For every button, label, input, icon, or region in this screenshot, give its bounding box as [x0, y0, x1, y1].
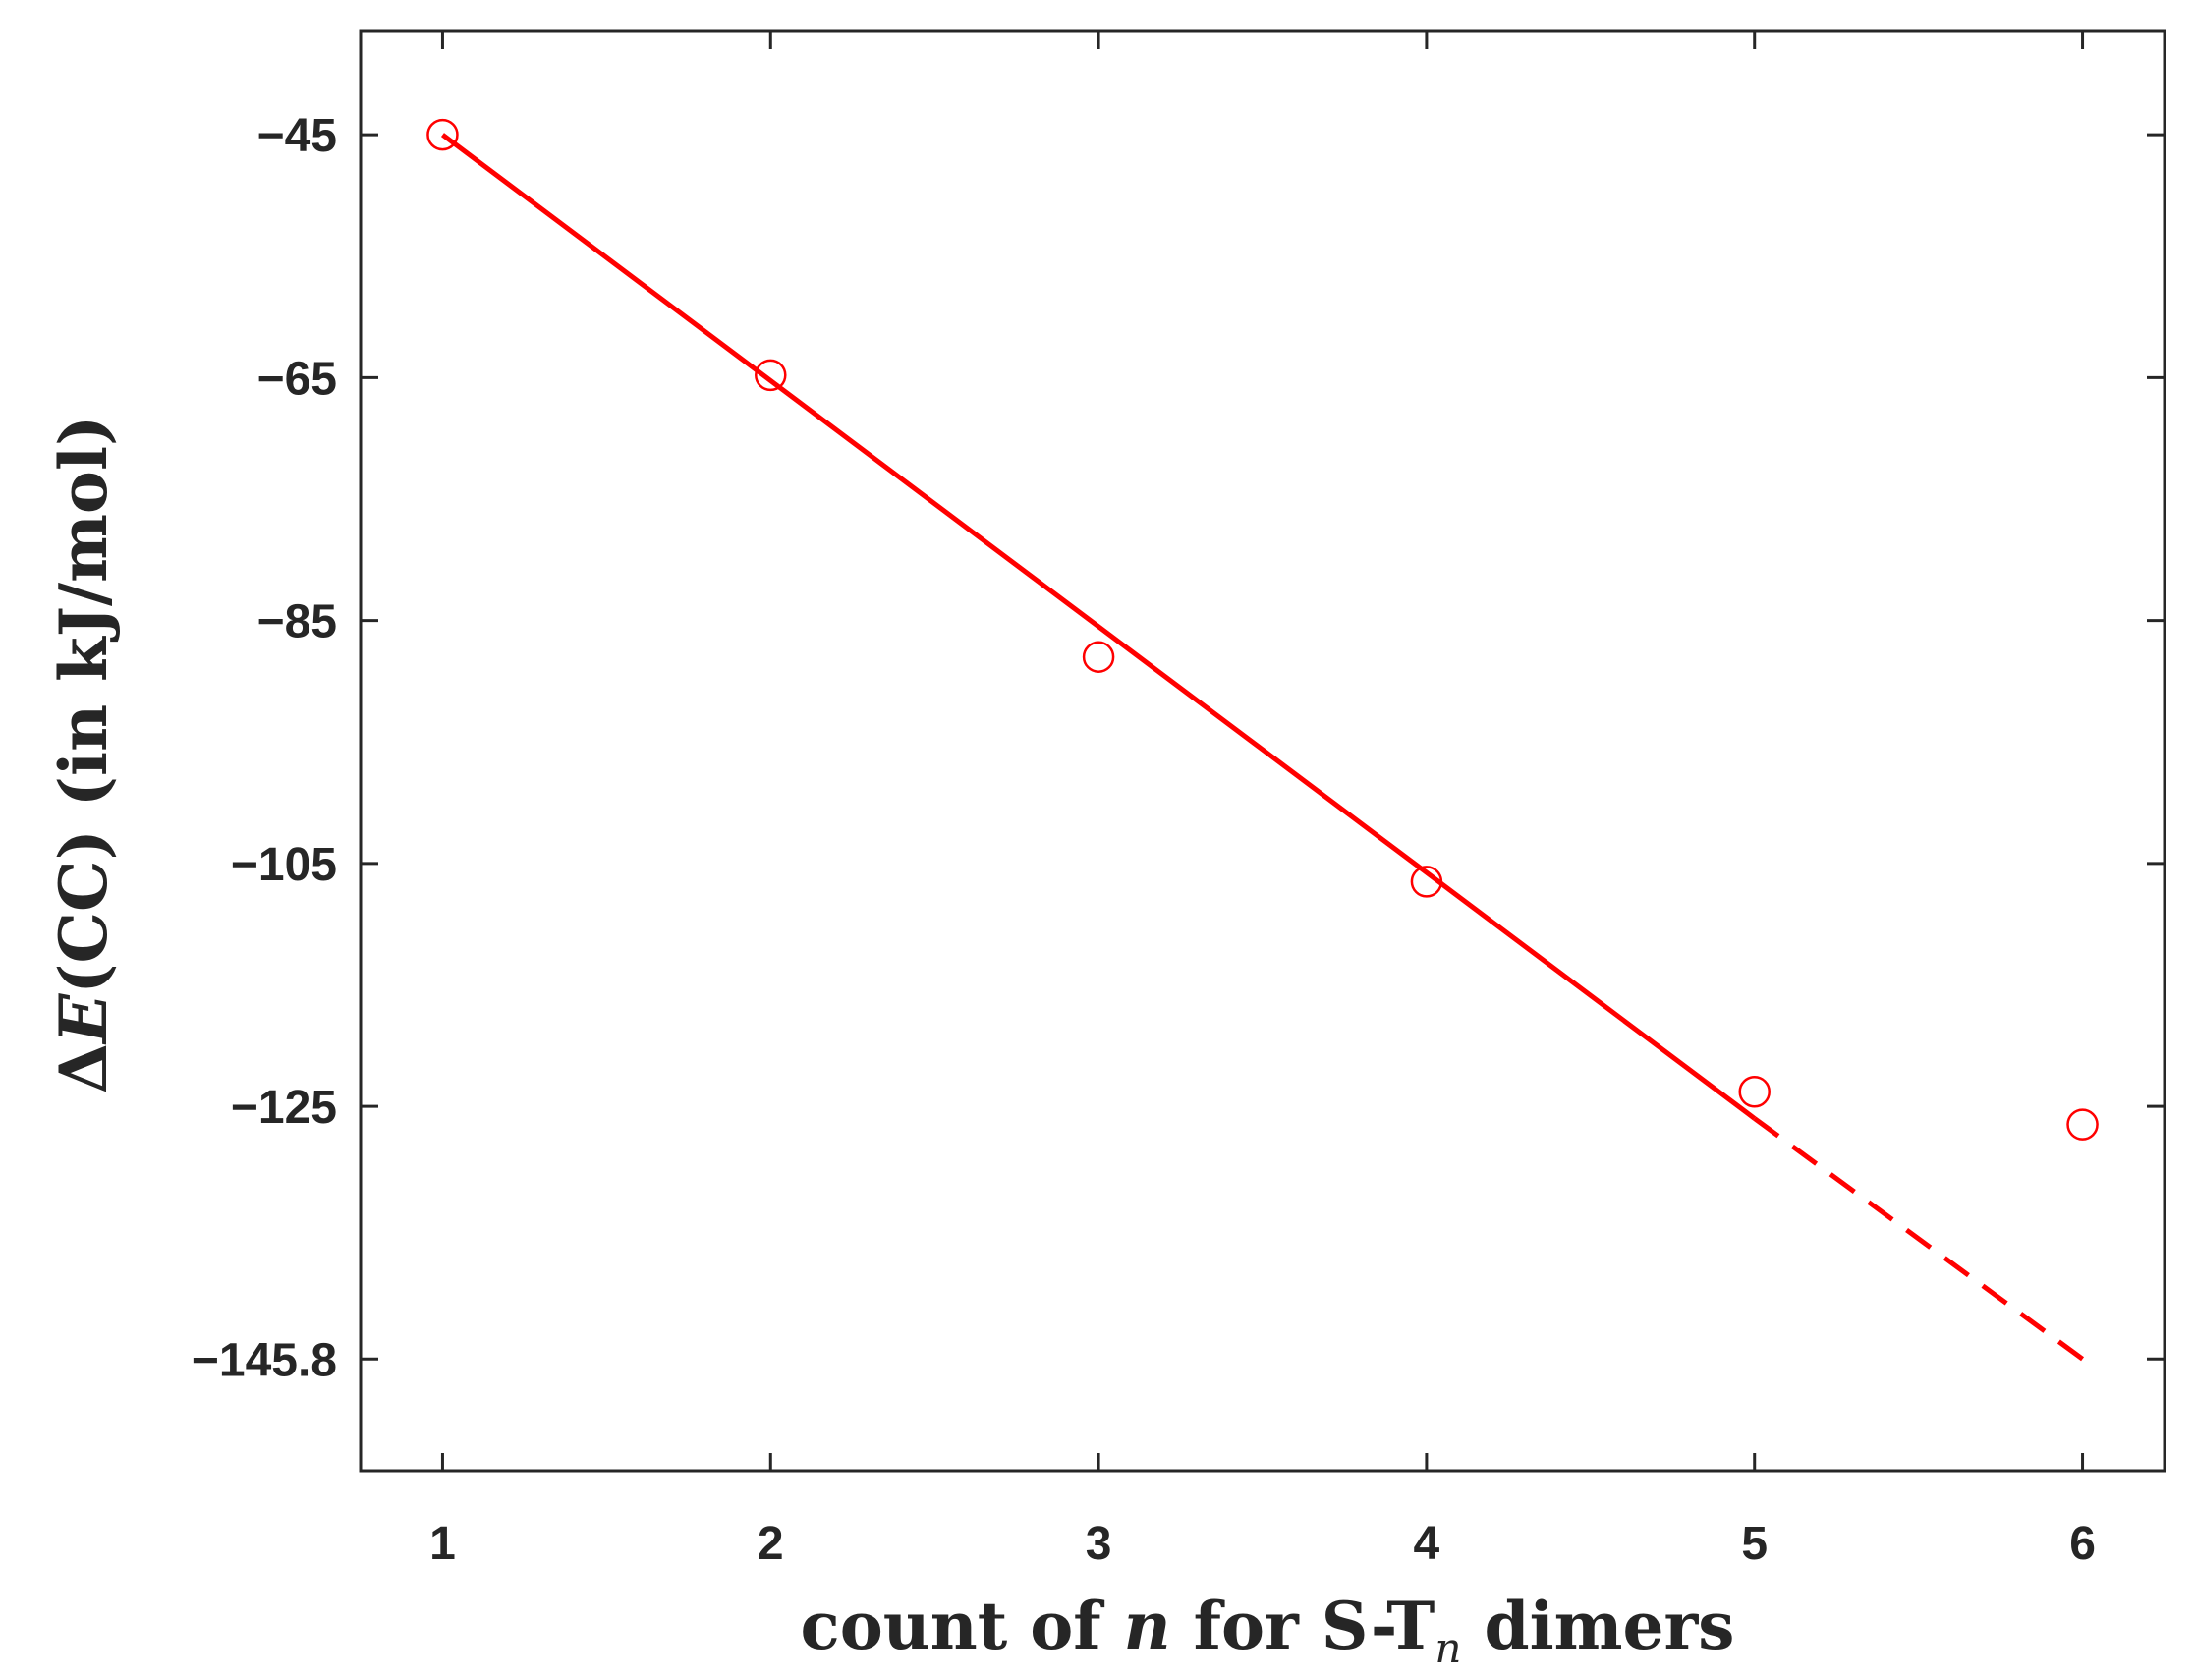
x-tick-label: 5	[1741, 1518, 1768, 1570]
y-tick-label: −45	[257, 110, 337, 162]
y-tick-label: −125	[231, 1082, 337, 1134]
fit-line-extrapolation	[1753, 1116, 2085, 1362]
y-tick-label: −85	[257, 596, 337, 648]
data-point-marker	[1410, 866, 1443, 898]
data-point-marker	[2066, 1108, 2099, 1141]
data-point-marker	[1082, 641, 1115, 673]
fit-line	[440, 133, 1757, 1121]
x-axis-title: count of n for S-Tn dimers	[801, 1588, 1735, 1672]
data-point-marker	[1738, 1076, 1771, 1108]
plot-area	[426, 118, 2099, 1362]
x-tick-label: 1	[429, 1518, 456, 1570]
y-tick-label: −105	[231, 839, 337, 891]
y-tick-label: −65	[257, 353, 337, 405]
axis-ticks: 1 2 3 4 5 6 −45 −65 −85 −105 −125 −145.8	[192, 31, 2165, 1570]
data-point-marker	[755, 359, 787, 392]
data-point-marker	[426, 118, 459, 151]
plot-frame	[359, 29, 2166, 1473]
x-tick-label: 2	[758, 1518, 784, 1570]
x-tick-label: 6	[2069, 1518, 2096, 1570]
y-axis-title: ΔE(CC) (in kJ/mol)	[45, 416, 122, 1094]
x-tick-label: 3	[1086, 1518, 1112, 1570]
x-tick-label: 4	[1414, 1518, 1440, 1570]
y-tick-label: −145.8	[192, 1334, 337, 1386]
